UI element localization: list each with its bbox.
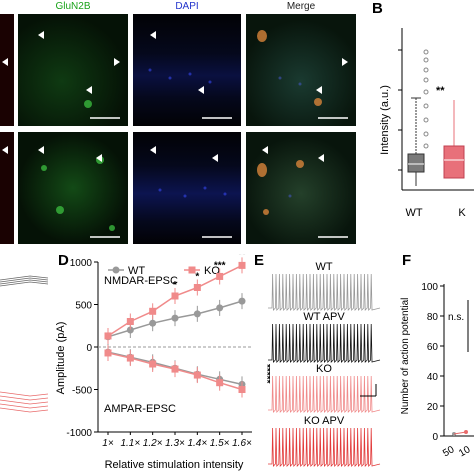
epsc-y-label: Amplitude (pA): [55, 322, 67, 395]
ap-trace-2: [268, 375, 381, 413]
epsc-point: [149, 319, 157, 327]
micrograph-glun2b-row1: [18, 14, 128, 126]
micrograph-red-row1: [0, 14, 14, 126]
epsc-significance-label: *: [195, 272, 199, 283]
epsc-point: [238, 297, 246, 305]
boxplot-ko: [443, 100, 465, 179]
ampa-label: AMPAR-EPSC: [104, 403, 176, 415]
panel-letter-d: D: [58, 252, 69, 269]
ap-traces: WT WT APV KO KO APV: [268, 261, 381, 467]
ap-count-points: [452, 430, 468, 436]
ap-count-panel: Number of action potential 0 20 40 60 80…: [400, 282, 474, 459]
micrograph-dapi-row2: [133, 132, 241, 244]
ap-trace-1: [268, 323, 381, 363]
ap-count-ns: n.s.: [448, 312, 464, 323]
nmda-label: NMDAR-EPSC: [104, 275, 178, 287]
epsc-point: [149, 307, 157, 315]
epsc-point: [216, 379, 224, 387]
epsc-xtick-label: 1.1×: [120, 438, 140, 449]
epsc-significance-label: **: [238, 254, 246, 260]
boxplot-wt-outliers: [423, 49, 429, 149]
ap-count-tick-40: 40: [427, 372, 439, 383]
ap-count-tick-100: 100: [421, 282, 438, 293]
trace-label-wt: WT: [315, 261, 332, 273]
epsc-xtick-label: 1.2×: [143, 438, 163, 449]
epsc-point: [126, 326, 134, 334]
ap-count-xtick-10: 10: [457, 444, 473, 459]
epsc-point: [126, 318, 134, 325]
micrograph-overlay: [2, 30, 348, 238]
ap-trace-0: [268, 273, 381, 311]
ap-trace-3: [268, 427, 381, 467]
epsc-xtick-label: 1.5×: [210, 438, 230, 449]
panel-letter-f: F: [402, 252, 412, 269]
epsc-point: [238, 386, 246, 393]
epsc-significance-label: *: [173, 280, 177, 291]
epsc-point: [104, 349, 112, 357]
epsc-point: [149, 360, 157, 368]
epsc-ytick-label: -1000: [66, 428, 92, 439]
micrograph-glun2b-row2: [18, 132, 128, 244]
boxplot-label-ko: K: [458, 207, 466, 219]
ap-count-tick-60: 60: [427, 342, 439, 353]
ap-count-tick-80: 80: [427, 312, 439, 323]
legend-ko-marker: [188, 266, 196, 274]
boxplot-label-wt: WT: [405, 207, 422, 219]
boxplot-panel: Intensity (a.u.) ** WT K: [380, 28, 474, 219]
epsc-x-label: Relative stimulation intensity: [105, 459, 244, 471]
epsc-ytick-label: 0: [86, 343, 92, 354]
epsc-chart: Amplitude (pA) Relative stimulation inte…: [55, 254, 270, 471]
epsc-xtick-label: 1.3×: [165, 438, 185, 449]
channel-header-merge: Merge: [286, 1, 316, 12]
boxplot-significance: **: [436, 85, 445, 97]
epsc-xtick-label: 1×: [102, 438, 114, 449]
channel-header-dapi: DAPI: [175, 1, 199, 12]
trace-scale-bar: [360, 384, 377, 397]
legend-wt-label: WT: [128, 265, 145, 277]
epsc-point: [238, 261, 246, 269]
epsc-point: [126, 354, 134, 362]
partial-traces-left: [0, 275, 49, 413]
legend-wt-marker: [112, 266, 120, 274]
ap-count-y-label: Number of action potential: [400, 298, 411, 415]
boxplot-y-label: Intensity (a.u.): [380, 85, 391, 155]
ap-count-xtick-50: 50: [441, 444, 457, 459]
epsc-ytick-label: 1000: [70, 258, 93, 269]
panel-letter-b: B: [372, 0, 383, 17]
trace-label-ko-apv: KO APV: [304, 415, 345, 427]
epsc-point: [171, 292, 179, 300]
epsc-point: [171, 314, 179, 322]
epsc-xtick-label: 1.6×: [232, 438, 252, 449]
channel-header-glun2b: GluN2B: [55, 1, 91, 12]
epsc-point: [171, 365, 179, 373]
boxplot-wt: [407, 97, 425, 186]
side-significance: *****: [261, 364, 270, 384]
epsc-point: [216, 304, 224, 312]
epsc-point: [104, 332, 112, 340]
ap-count-tick-0: 0: [432, 432, 438, 443]
micrograph-red-row2: [0, 132, 14, 244]
epsc-significance-label: ***: [214, 260, 226, 271]
epsc-legend: WT KO: [108, 265, 220, 277]
epsc-ytick-label: 500: [75, 301, 92, 312]
epsc-ytick-label: -500: [72, 386, 92, 397]
ap-count-tick-20: 20: [427, 402, 439, 413]
epsc-point: [193, 284, 201, 291]
trace-label-ko: KO: [316, 363, 332, 375]
epsc-point: [193, 371, 201, 379]
epsc-point: [193, 310, 201, 318]
panel-letter-e: E: [254, 252, 265, 269]
epsc-xtick-label: 1.4×: [187, 438, 207, 449]
trace-label-wt-apv: WT APV: [303, 311, 345, 323]
epsc-point: [216, 272, 224, 280]
